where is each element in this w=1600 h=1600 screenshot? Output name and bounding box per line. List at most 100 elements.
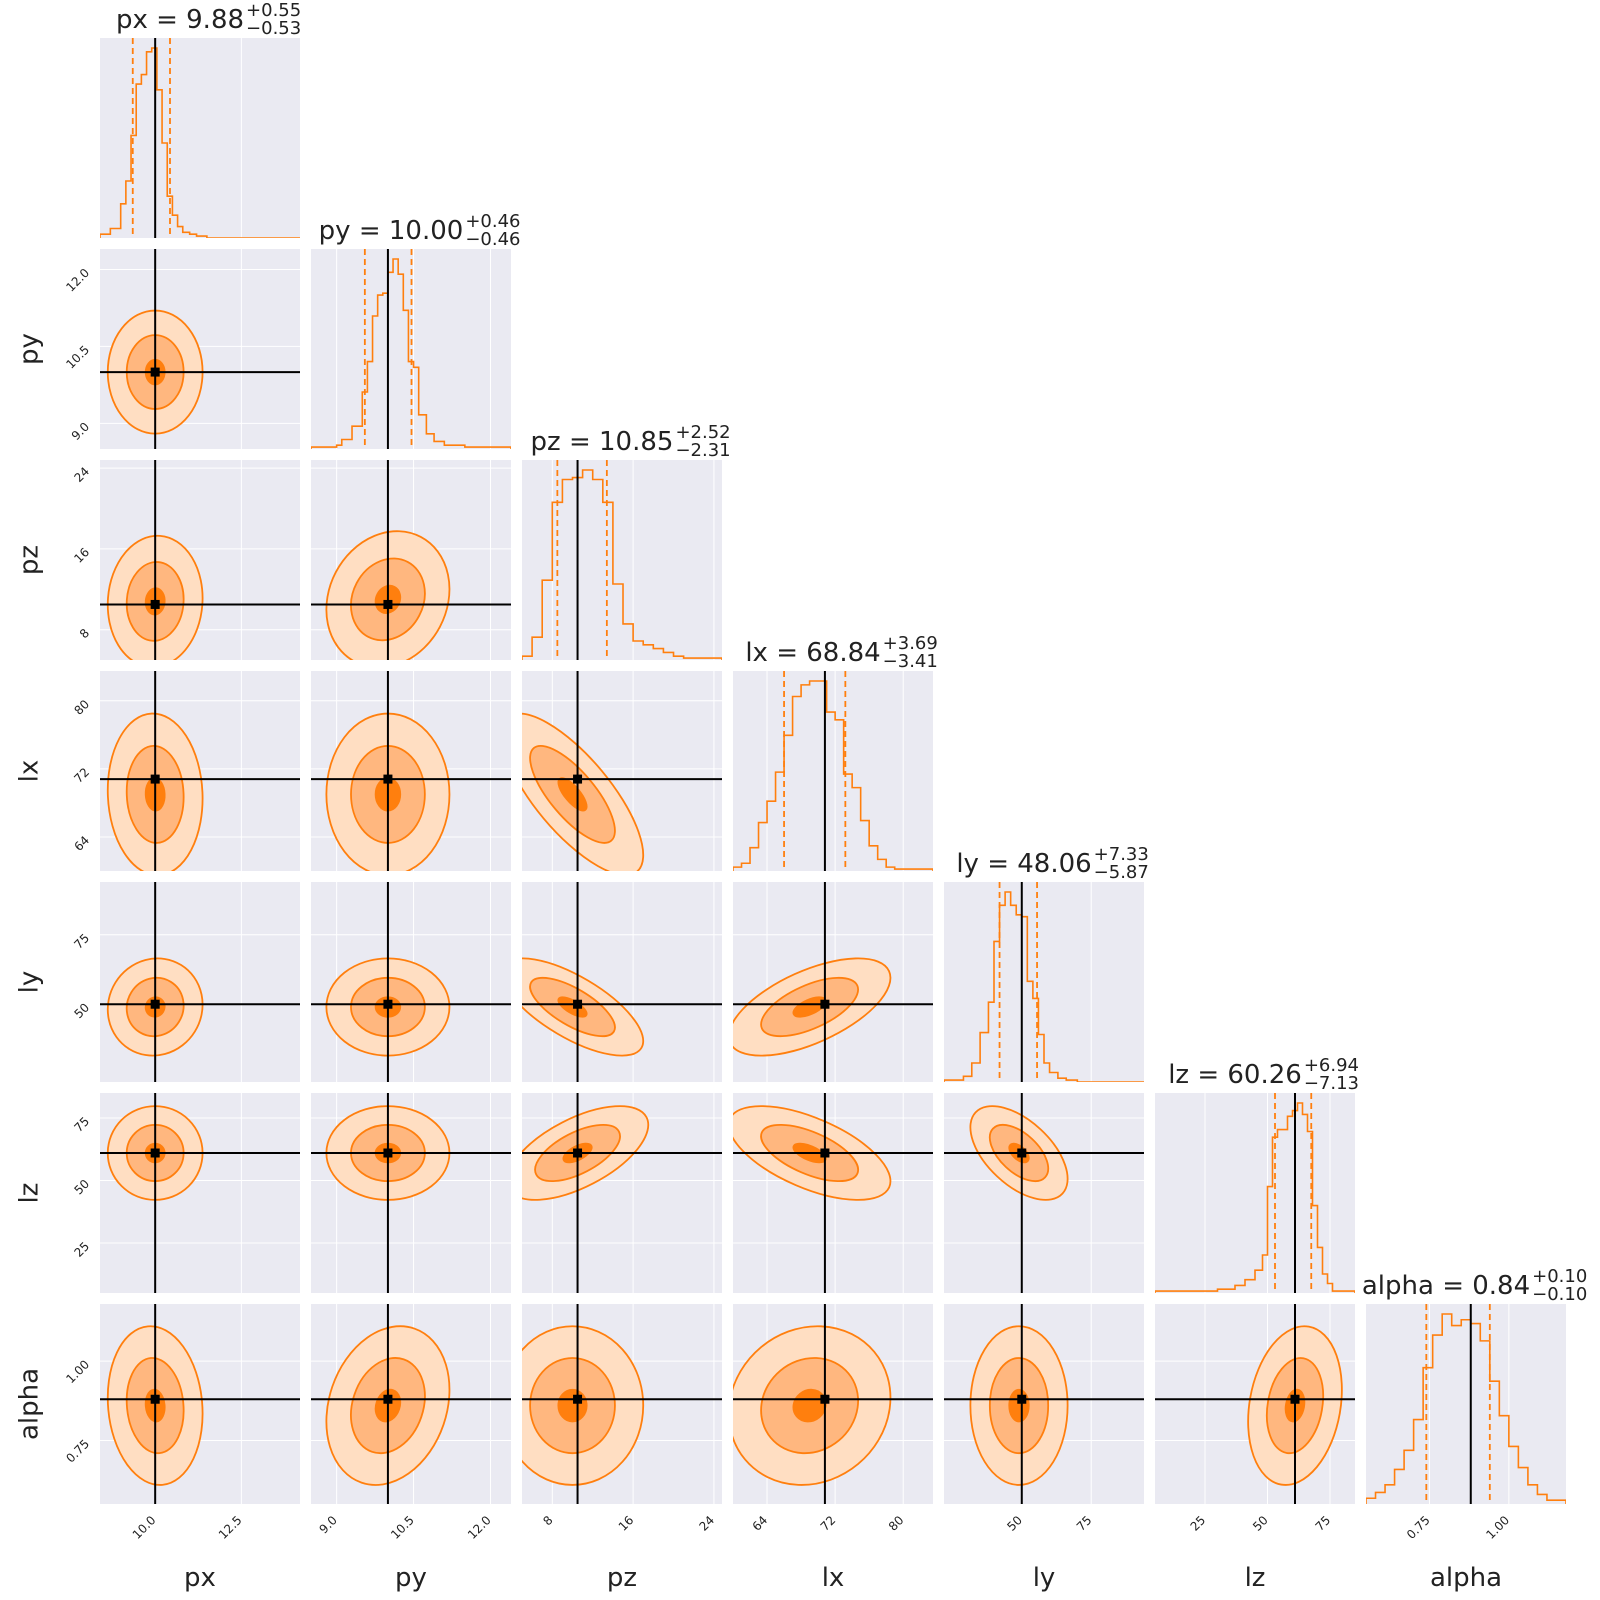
x-axis-label-lx: lx [822,1563,845,1593]
y-axis-label-alpha: alpha [15,1368,45,1440]
y-axis-label-lx: lx [15,760,45,783]
histogram-lz [1155,1102,1355,1293]
y-axis-label-pz: pz [15,545,45,575]
histogram-px [100,47,300,238]
truth-marker [820,1148,830,1158]
y-tick-label-alpha: 1.00 [63,1357,92,1386]
histogram-alpha [1366,1313,1566,1504]
y-axis-label-lz: lz [15,1183,45,1204]
x-axis-label-pz: pz [607,1563,637,1593]
x-tick-label-alpha: 0.75 [1404,1513,1433,1542]
x-tick-label-py: 12.0 [465,1513,494,1542]
contour-level-3 [1008,1388,1030,1423]
x-tick-label-pz: 8 [540,1513,555,1528]
x-tick-label-px: 12.5 [216,1513,245,1542]
x-tick-label-px: 10.0 [130,1513,159,1542]
panel-title-upper-error: +0.10 [1532,1266,1587,1287]
truth-marker [150,367,160,377]
panel-ly-ly [944,882,1144,1082]
panel-lx-lx [733,671,933,871]
panel-background [522,460,722,660]
panel-title-lower-error: −2.31 [675,440,730,461]
truth-marker [383,1394,393,1404]
panel-lx-lz [733,1093,933,1293]
panel-title-px: px = 9.88 [116,5,244,35]
truth-marker [820,1394,830,1404]
panel-background [100,38,300,238]
panel-px-pz [100,460,300,660]
panel-alpha-alpha [1366,1304,1566,1504]
y-tick-label-ly: 50 [71,1000,92,1021]
y-axis-label-py: py [15,333,45,365]
x-tick-label-ly: 75 [1074,1513,1095,1534]
panel-px-px [100,38,300,238]
x-axis-label-px: px [184,1563,216,1593]
panel-title-pz: pz = 10.85 [531,427,674,457]
truth-marker [573,999,583,1009]
panel-px-lz [100,1093,300,1293]
x-tick-label-py: 9.0 [317,1513,340,1536]
truth-marker [150,999,160,1009]
panel-px-ly [100,882,300,1082]
panel-px-lx [100,671,300,871]
panel-title-py: py = 10.00 [319,216,464,246]
panel-py-lz [311,1093,511,1293]
panel-px-alpha [100,1304,300,1504]
panel-background [1366,1304,1566,1504]
panel-title-upper-error: +0.55 [246,0,301,21]
x-tick-label-py: 10.5 [388,1513,417,1542]
panel-pz-lx [522,671,722,871]
panel-title-upper-error: +0.46 [465,211,520,232]
panel-title-lower-error: −5.87 [1094,862,1149,883]
y-tick-label-lz: 25 [71,1239,92,1260]
truth-marker [383,1148,393,1158]
panel-background [1155,1093,1355,1293]
truth-marker [150,1148,160,1158]
panel-title-upper-error: +6.94 [1304,1055,1359,1076]
panel-background [733,671,933,871]
histogram-lx [733,680,933,871]
panel-title-lower-error: −7.13 [1304,1073,1359,1094]
panel-pz-ly [522,882,722,1082]
panel-title-lower-error: −0.46 [465,229,520,250]
truth-marker [150,774,160,784]
y-tick-label-lx: 80 [71,697,92,718]
truth-marker [1290,1394,1300,1404]
x-axis-label-lz: lz [1245,1563,1266,1593]
x-axis-label-alpha: alpha [1430,1563,1502,1593]
panel-py-lx [311,671,511,871]
panel-title-upper-error: +7.33 [1094,844,1149,865]
panel-py-pz [311,460,511,660]
histogram-ly [944,891,1144,1082]
panel-title-lower-error: −0.10 [1532,1284,1587,1305]
truth-marker [573,774,583,784]
x-tick-label-pz: 24 [697,1513,718,1534]
truth-marker [820,999,830,1009]
x-tick-label-lz: 25 [1188,1513,1209,1534]
truth-marker [1017,1394,1027,1404]
panel-title-ly: ly = 48.06 [956,849,1091,879]
panel-py-ly [311,882,511,1082]
panel-px-py [100,249,300,449]
x-axis-label-ly: ly [1033,1563,1056,1593]
panel-lx-alpha [733,1304,933,1504]
panel-title-alpha: alpha = 0.84 [1362,1271,1530,1301]
panel-py-alpha [311,1304,511,1504]
truth-marker [383,999,393,1009]
panel-ly-alpha [944,1304,1144,1504]
x-tick-label-lz: 50 [1250,1513,1271,1534]
x-tick-label-ly: 50 [1004,1513,1025,1534]
x-axis-label-py: py [395,1563,427,1593]
x-tick-label-lx: 80 [886,1513,907,1534]
y-tick-label-lx: 72 [71,765,92,786]
y-tick-label-ly: 75 [71,931,92,952]
truth-marker [150,1394,160,1404]
panel-ly-lz [944,1093,1144,1293]
x-tick-label-pz: 16 [616,1513,637,1534]
x-tick-label-lx: 72 [818,1513,839,1534]
panel-py-py [311,249,511,449]
truth-marker [573,1394,583,1404]
panel-pz-lz [522,1093,722,1293]
y-tick-label-pz: 16 [71,545,92,566]
